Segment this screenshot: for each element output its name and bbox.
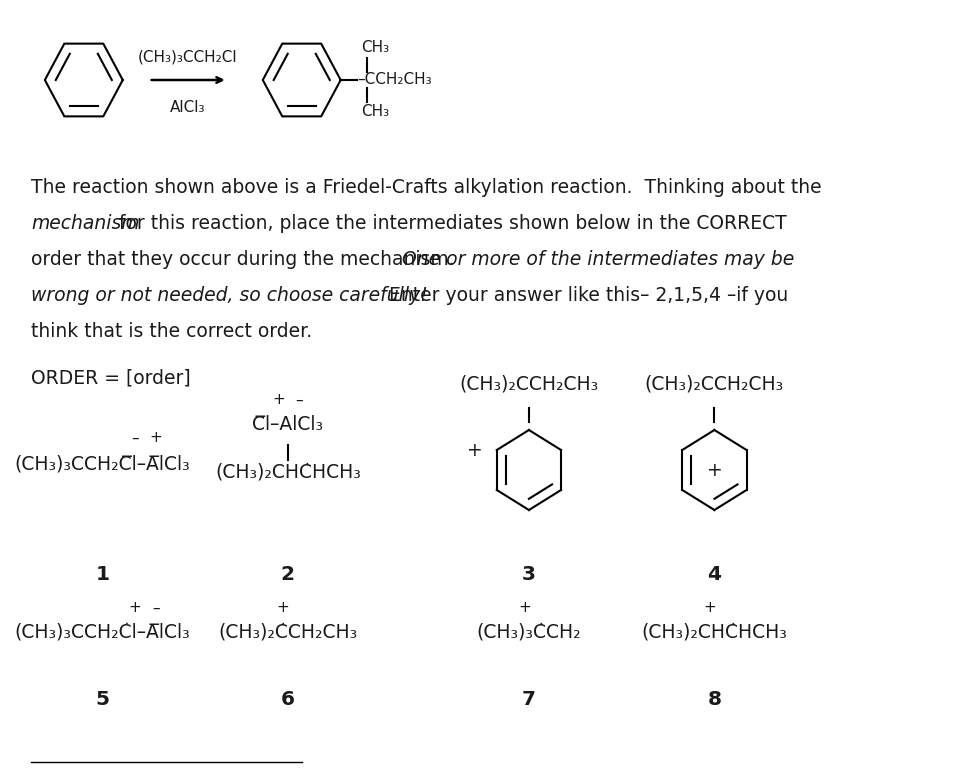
Text: (CH₃)₂CHĊHCH₃: (CH₃)₂CHĊHCH₃ — [641, 622, 787, 641]
Text: –: – — [131, 431, 138, 445]
Text: (CH₃)₃ĊCH₂: (CH₃)₃ĊCH₂ — [476, 622, 582, 641]
Text: +: + — [468, 441, 483, 459]
Text: CH₃: CH₃ — [361, 40, 389, 56]
Text: +: + — [128, 601, 141, 615]
Text: 7: 7 — [522, 690, 536, 709]
Text: 2: 2 — [281, 565, 295, 584]
Text: AlCl₃: AlCl₃ — [170, 100, 206, 115]
Text: –: – — [296, 393, 302, 407]
Text: 4: 4 — [707, 565, 722, 584]
Text: mechanism: mechanism — [31, 214, 139, 233]
Text: CH₃: CH₃ — [361, 105, 389, 120]
Text: One or more of the intermediates may be: One or more of the intermediates may be — [402, 250, 794, 269]
Text: (CH₃)₃CCH₂Cl: (CH₃)₃CCH₂Cl — [138, 50, 238, 65]
Text: (CH₃)₂ĊCH₂CH₃: (CH₃)₂ĊCH₂CH₃ — [218, 622, 357, 641]
Text: ORDER = [order]: ORDER = [order] — [31, 368, 190, 387]
Text: –CCH₂CH₃: –CCH₂CH₃ — [357, 72, 432, 88]
Text: +: + — [150, 431, 162, 445]
Text: (CH₃)₂CCH₂CH₃: (CH₃)₂CCH₂CH₃ — [644, 375, 784, 394]
Text: 8: 8 — [707, 690, 722, 709]
Text: –: – — [153, 601, 160, 615]
Text: The reaction shown above is a Friedel-Crafts alkylation reaction.  Thinking abou: The reaction shown above is a Friedel-Cr… — [31, 178, 821, 197]
Text: 3: 3 — [522, 565, 536, 584]
Text: order that they occur during the mechanism.: order that they occur during the mechani… — [31, 250, 461, 269]
Text: +: + — [272, 393, 285, 407]
Text: (CH₃)₃CCH₂C̅l–A̅lCl₃: (CH₃)₃CCH₂C̅l–A̅lCl₃ — [14, 455, 190, 474]
Text: 5: 5 — [96, 690, 109, 709]
Text: (CH₃)₂CHĊHCH₃: (CH₃)₂CHĊHCH₃ — [214, 462, 360, 481]
Text: (CH₃)₂CCH₂CH₃: (CH₃)₂CCH₂CH₃ — [459, 375, 599, 394]
Text: +: + — [703, 601, 716, 615]
Text: for this reaction, place the intermediates shown below in the CORRECT: for this reaction, place the intermediat… — [113, 214, 786, 233]
Text: +: + — [706, 460, 723, 480]
Text: Enter your answer like this– 2,1,5,4 –if you: Enter your answer like this– 2,1,5,4 –if… — [384, 286, 788, 305]
Text: wrong or not needed, so choose carefully!: wrong or not needed, so choose carefully… — [31, 286, 428, 305]
Text: 1: 1 — [96, 565, 109, 584]
Text: C̅l–AlCl₃: C̅l–AlCl₃ — [252, 415, 324, 434]
Text: (CH₃)₃CCH₂Ċl–A̅lCl₃: (CH₃)₃CCH₂Ċl–A̅lCl₃ — [14, 622, 190, 641]
Text: think that is the correct order.: think that is the correct order. — [31, 322, 312, 341]
Text: +: + — [518, 601, 530, 615]
Text: +: + — [277, 601, 290, 615]
Text: 6: 6 — [281, 690, 295, 709]
